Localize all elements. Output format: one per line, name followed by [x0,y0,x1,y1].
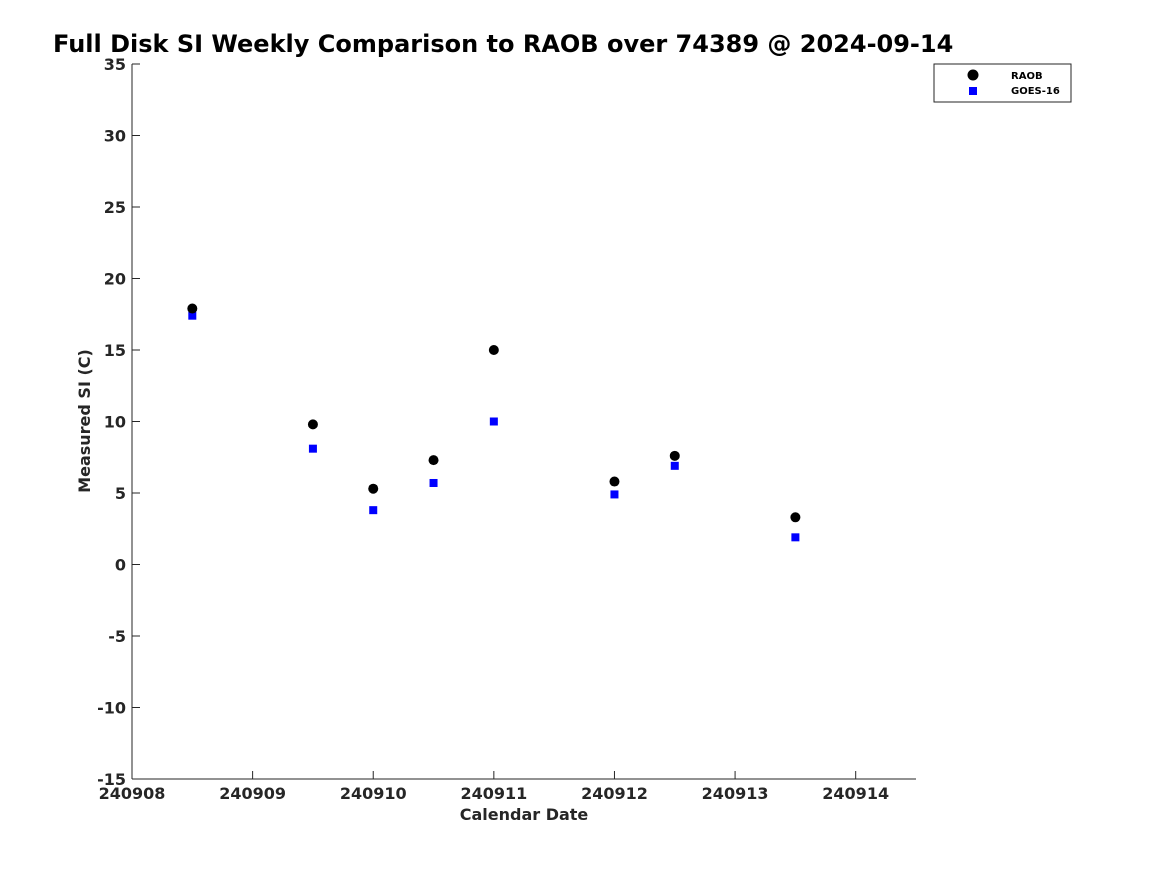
data-point-raob [669,450,680,461]
plot-area [131,64,916,780]
legend-raob-marker [967,69,979,81]
data-point-goes-16 [489,417,498,426]
y-tick-label: 0 [115,556,126,575]
data-point-raob [428,455,439,466]
x-axis-ticks: 240908 240909 240910 240911 240912 240913 2409… [99,771,889,803]
x-tick-label: 240909 [219,784,286,803]
data-point-raob [307,419,318,430]
x-tick-label: 240908 [99,784,166,803]
legend-goes16-marker [969,87,977,95]
y-axis-ticks: 35 30 25 20 15 10 5 0 -5 -10 -15 [97,55,140,789]
y-tick-label: -15 [97,770,126,789]
data-point-goes-16 [791,533,800,542]
y-axis-label: Measured SI (C) [75,349,94,493]
data-point-goes-16 [429,478,438,487]
y-tick-label: 35 [104,55,126,74]
data-point-goes-16 [369,506,378,515]
x-tick-label: 240911 [460,784,527,803]
x-tick-label: 240910 [340,784,407,803]
data-point-raob [368,483,379,494]
y-tick-label: 10 [104,413,126,432]
data-point-raob [488,345,499,355]
data-point-raob [609,476,620,487]
y-tick-label: 15 [104,341,126,360]
data-point-raob [187,303,198,314]
legend: RAOB GOES-16 [933,63,1072,103]
data-point-goes-16 [188,311,197,320]
y-tick-label: -10 [97,699,126,718]
y-tick-label: 30 [104,127,126,146]
y-tick-label: 5 [115,484,126,503]
y-tick-label: 20 [104,270,126,289]
x-tick-label: 240914 [822,784,889,803]
data-point-goes-16 [610,490,619,499]
legend-raob-label: RAOB [1011,71,1043,82]
data-point-raob [790,512,801,523]
x-tick-label: 240913 [702,784,769,803]
x-tick-label: 240912 [581,784,648,803]
data-point-goes-16 [670,461,679,470]
y-tick-label: -5 [108,627,126,646]
legend-box [933,63,1072,103]
legend-goes16-label: GOES-16 [1011,86,1060,97]
data-point-goes-16 [308,444,317,453]
x-axis-label: Calendar Date [460,805,589,824]
y-tick-label: 25 [104,198,126,217]
data-points [187,303,801,542]
chart-title: Full Disk SI Weekly Comparison to RAOB o… [53,30,953,58]
